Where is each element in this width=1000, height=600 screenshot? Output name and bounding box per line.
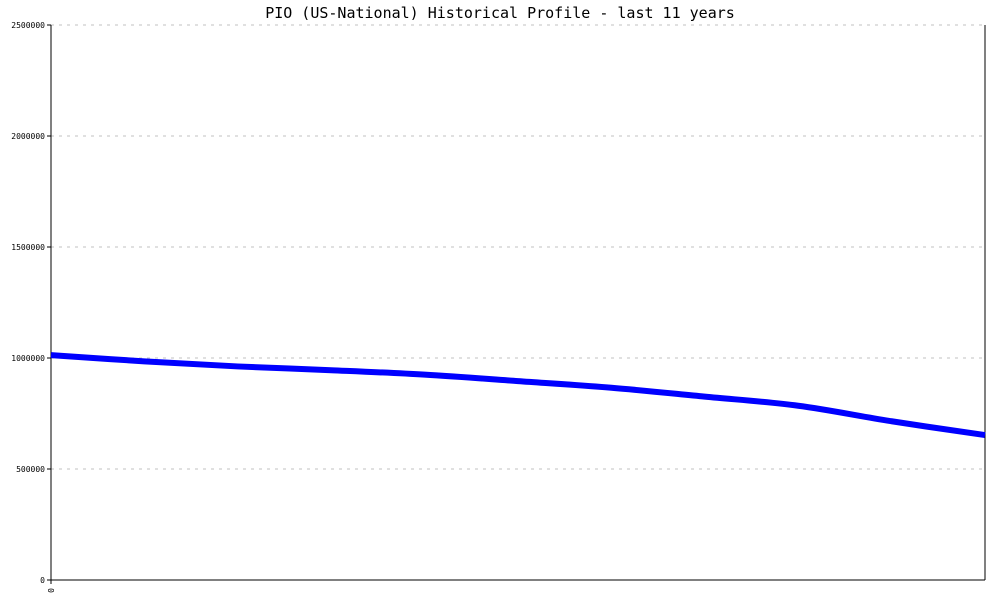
x-tick-label: 0 <box>47 588 56 593</box>
series-line <box>50 352 986 439</box>
y-tick-label: 1000000 <box>11 354 45 363</box>
y-tick-label: 2500000 <box>11 21 45 30</box>
y-tick-label: 500000 <box>16 465 45 474</box>
y-tick-label: 1500000 <box>11 243 45 252</box>
y-tick-label: 2000000 <box>11 132 45 141</box>
chart-title: PIO (US-National) Historical Profile - l… <box>265 4 735 22</box>
y-tick-label: 0 <box>40 576 45 585</box>
